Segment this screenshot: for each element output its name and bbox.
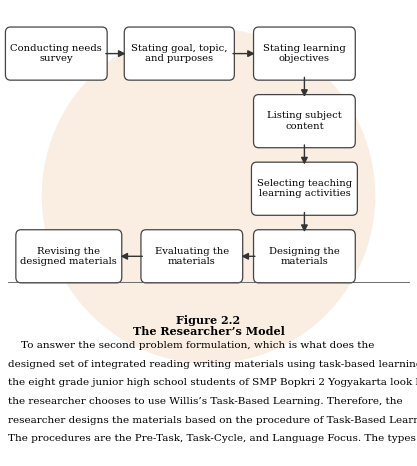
Text: the researcher chooses to use Willis’s Task-Based Learning. Therefore, the: the researcher chooses to use Willis’s T…: [8, 397, 403, 406]
Text: researcher designs the materials based on the procedure of Task-Based Learning.: researcher designs the materials based o…: [8, 416, 417, 425]
Text: Conducting needs
survey: Conducting needs survey: [10, 44, 102, 63]
Text: designed set of integrated reading writing materials using task-based learning f: designed set of integrated reading writi…: [8, 360, 417, 369]
FancyBboxPatch shape: [5, 27, 107, 80]
Text: Evaluating the
materials: Evaluating the materials: [155, 247, 229, 266]
Text: To answer the second problem formulation, which is what does the: To answer the second problem formulation…: [8, 341, 375, 350]
Text: Revising the
designed materials: Revising the designed materials: [20, 247, 117, 266]
Text: Figure 2.2: Figure 2.2: [176, 315, 241, 326]
Ellipse shape: [42, 28, 375, 363]
FancyBboxPatch shape: [141, 230, 243, 283]
FancyBboxPatch shape: [16, 230, 122, 283]
Text: Stating learning
objectives: Stating learning objectives: [263, 44, 346, 63]
Text: Stating goal, topic,
and purposes: Stating goal, topic, and purposes: [131, 44, 228, 63]
Text: The Researcher’s Model: The Researcher’s Model: [133, 326, 284, 337]
Text: the eight grade junior high school students of SMP Bopkri 2 Yogyakarta look like: the eight grade junior high school stude…: [8, 378, 417, 387]
FancyBboxPatch shape: [254, 27, 355, 80]
FancyBboxPatch shape: [254, 230, 355, 283]
FancyBboxPatch shape: [251, 162, 357, 215]
Text: Designing the
materials: Designing the materials: [269, 247, 340, 266]
Text: Selecting teaching
learning activities: Selecting teaching learning activities: [257, 179, 352, 199]
Text: The procedures are the Pre-Task, Task-Cycle, and Language Focus. The types of: The procedures are the Pre-Task, Task-Cy…: [8, 434, 417, 443]
FancyBboxPatch shape: [254, 95, 355, 148]
FancyBboxPatch shape: [124, 27, 234, 80]
Text: Listing subject
content: Listing subject content: [267, 111, 342, 131]
